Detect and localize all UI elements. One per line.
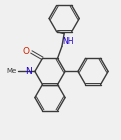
Text: NH: NH: [63, 37, 74, 46]
Text: Me: Me: [7, 68, 17, 74]
Text: O: O: [22, 47, 29, 56]
Text: N: N: [25, 67, 32, 76]
